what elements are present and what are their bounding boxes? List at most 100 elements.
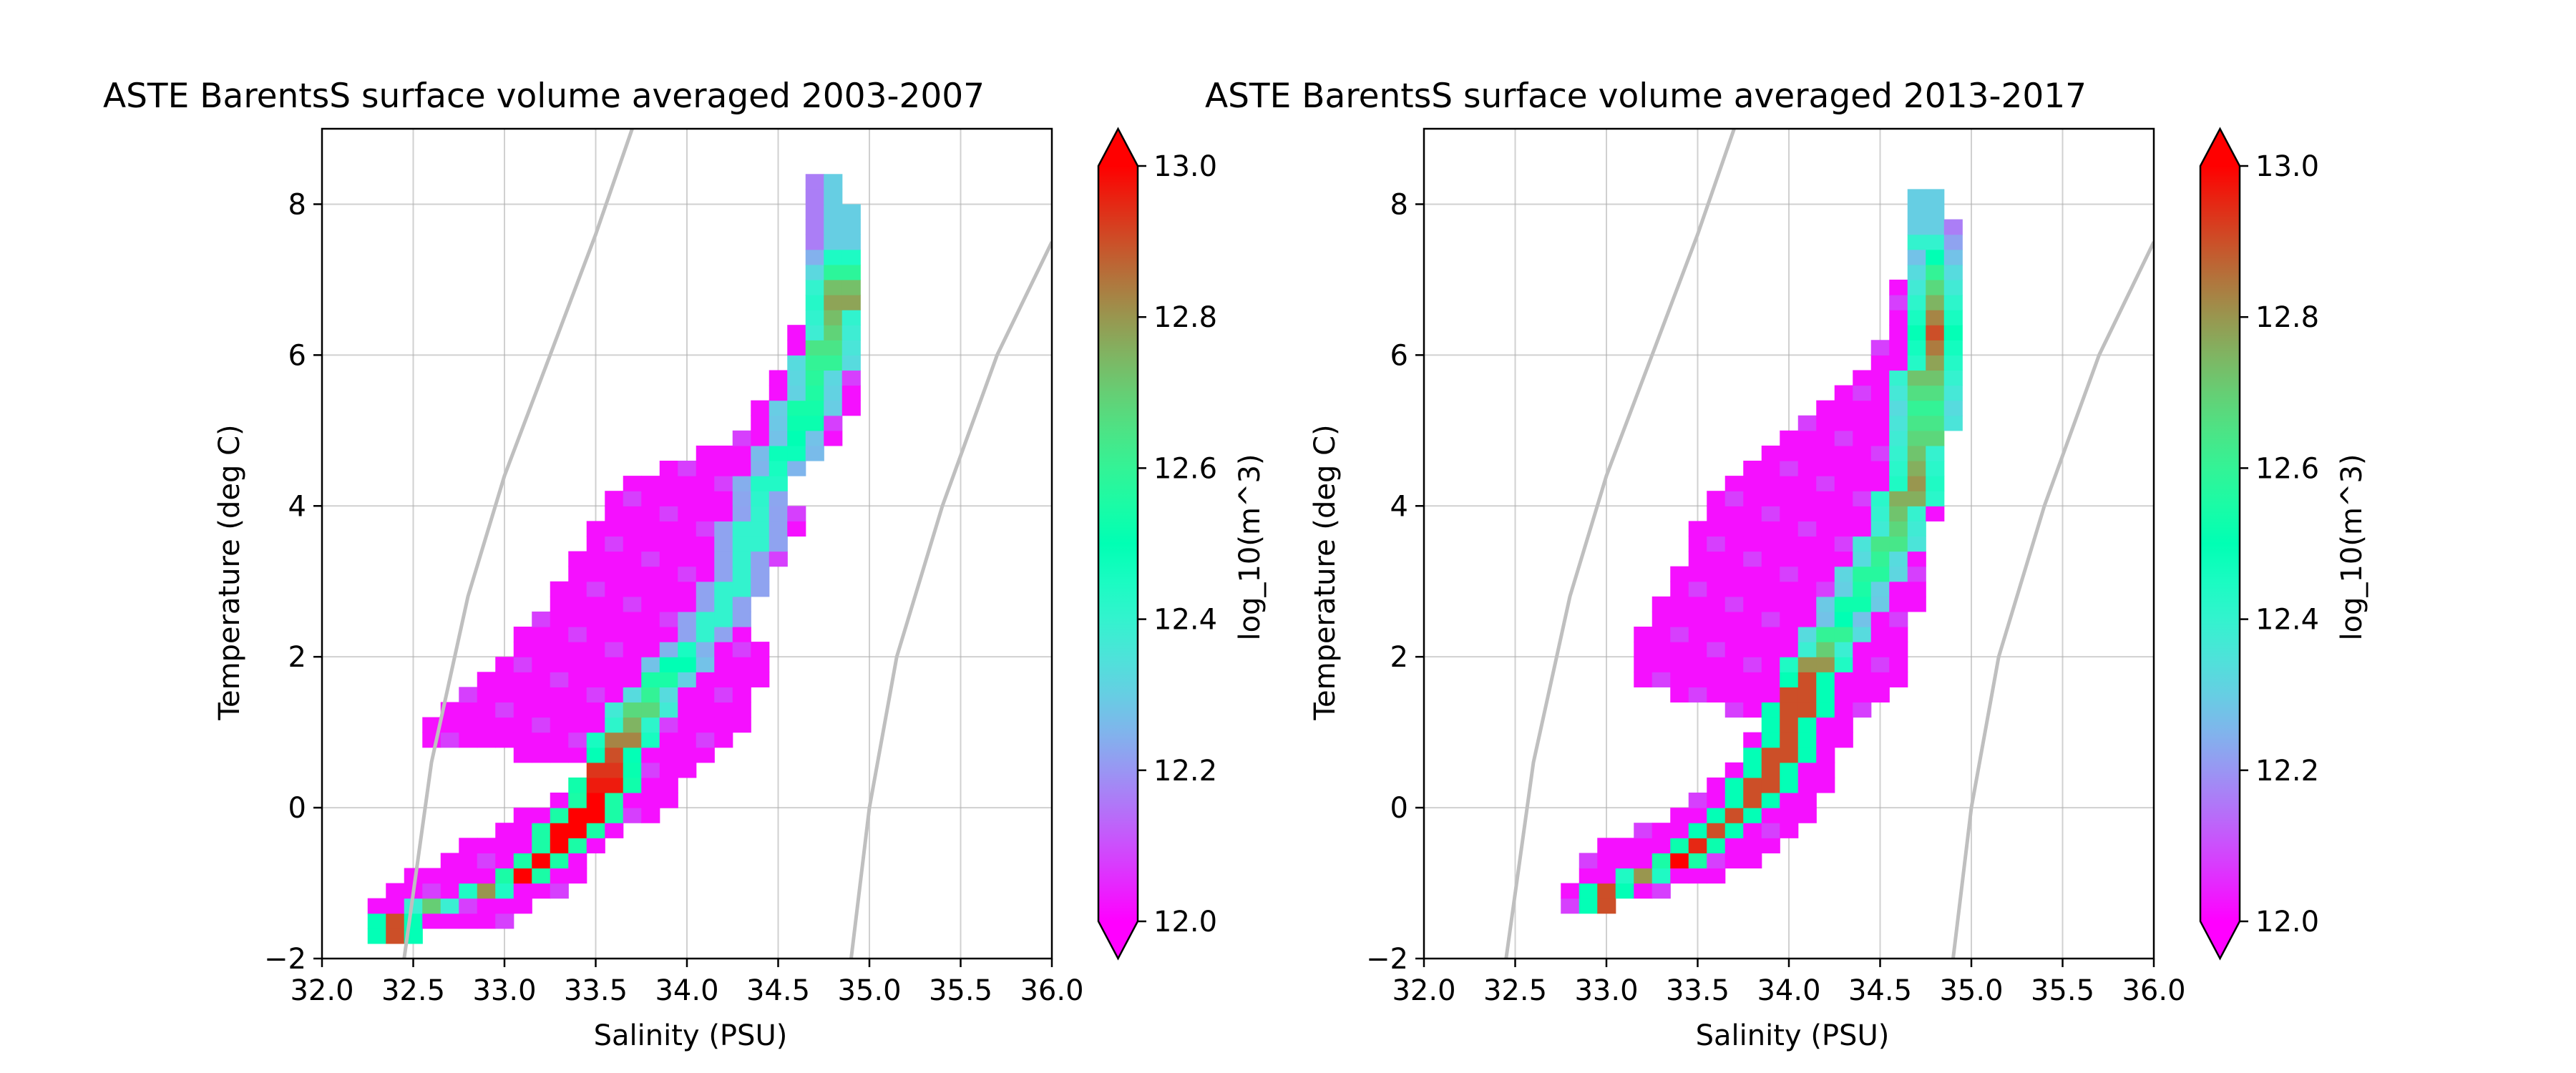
- heatmap-cell: [532, 657, 551, 672]
- heatmap-cell: [513, 853, 532, 869]
- heatmap-cell: [1561, 898, 1580, 914]
- heatmap-cell: [568, 838, 587, 853]
- heatmap-cell: [805, 370, 824, 386]
- y-tick-label: 8: [288, 188, 306, 221]
- heatmap-cell: [440, 883, 459, 899]
- heatmap-cell: [1724, 536, 1744, 552]
- heatmap-cell: [1707, 777, 1726, 793]
- heatmap-cell: [1816, 657, 1835, 672]
- heatmap-cell: [1889, 400, 1908, 416]
- heatmap-cell: [605, 777, 624, 793]
- heatmap-cell: [1780, 611, 1799, 627]
- colorbar: 12.0 12.2 12.4 12.6 12.8 13.0: [1097, 127, 1217, 961]
- heatmap-cell: [532, 853, 551, 869]
- heatmap-cell: [459, 853, 478, 869]
- heatmap-cell: [1926, 340, 1945, 356]
- heatmap-cell: [1889, 279, 1908, 295]
- heatmap-cell: [1853, 476, 1872, 491]
- heatmap-cell: [841, 264, 861, 280]
- heatmap-cell: [495, 823, 514, 838]
- heatmap-cell: [532, 823, 551, 838]
- heatmap-cell: [678, 657, 697, 672]
- heatmap-cell: [605, 611, 624, 627]
- heatmap-cell: [1907, 295, 1926, 310]
- heatmap-cell: [1634, 868, 1653, 884]
- heatmap-cell: [623, 627, 642, 642]
- heatmap-cell: [1889, 340, 1908, 356]
- heatmap-cell: [824, 264, 843, 280]
- x-tick-label: 36.0: [2122, 974, 2185, 1007]
- heatmap-cell: [1834, 732, 1853, 748]
- heatmap-cell: [568, 868, 587, 884]
- heatmap-cell: [714, 581, 733, 597]
- heatmap-cell: [732, 687, 751, 703]
- heatmap-cell: [1780, 596, 1799, 612]
- heatmap-cell: [550, 611, 569, 627]
- heatmap-cell: [477, 687, 496, 703]
- heatmap-cell: [824, 295, 843, 310]
- heatmap-cell: [1797, 476, 1817, 491]
- heatmap-cell: [732, 657, 751, 672]
- heatmap-cell: [1780, 642, 1799, 657]
- heatmap-cell: [1797, 445, 1817, 461]
- heatmap-cell: [732, 717, 751, 733]
- heatmap-cell: [513, 717, 532, 733]
- x-tick-label: 32.5: [1483, 974, 1547, 1007]
- heatmap-cell: [714, 445, 733, 461]
- heatmap-cell: [678, 596, 697, 612]
- heatmap-cell: [495, 657, 514, 672]
- heatmap-cell: [696, 642, 715, 657]
- heatmap-cell: [1743, 762, 1762, 778]
- heatmap-cell: [623, 747, 642, 763]
- heatmap-cell: [1761, 521, 1780, 537]
- heatmap-cell: [1816, 536, 1835, 552]
- heatmap-cell: [1853, 415, 1872, 431]
- heatmap-cell: [623, 672, 642, 687]
- heatmap-cell: [714, 506, 733, 521]
- heatmap-cell: [605, 808, 624, 823]
- heatmap-cell: [1834, 672, 1853, 687]
- heatmap-cell: [824, 325, 843, 340]
- heatmap-cell: [732, 536, 751, 552]
- heatmap-cell: [1907, 461, 1926, 476]
- heatmap-cell: [1870, 581, 1890, 597]
- heatmap-cell: [1870, 657, 1890, 672]
- heatmap-cell: [659, 732, 678, 748]
- heatmap-cell: [1652, 657, 1671, 672]
- heatmap-cell: [1889, 325, 1908, 340]
- heatmap-cell: [841, 204, 861, 220]
- y-axis-label: Temperature (deg C): [1309, 424, 1342, 720]
- heatmap-cell: [1853, 642, 1872, 657]
- heatmap-cell: [769, 521, 788, 537]
- heatmap-cell: [732, 461, 751, 476]
- heatmap-cell: [1707, 506, 1726, 521]
- heatmap-cell: [1797, 702, 1817, 718]
- heatmap-cell: [1707, 642, 1726, 657]
- heatmap-cell: [568, 596, 587, 612]
- heatmap-cell: [1834, 657, 1853, 672]
- heatmap-cell: [605, 823, 624, 838]
- x-axis-label: Salinity (PSU): [594, 1019, 788, 1052]
- heatmap-cell: [714, 672, 733, 687]
- colorbar-tick-label: 12.6: [1153, 452, 1217, 485]
- x-tick-label: 35.5: [929, 974, 992, 1007]
- heatmap-cell: [586, 642, 605, 657]
- heatmap-cell: [1926, 355, 1945, 371]
- heatmap-cell: [1652, 596, 1671, 612]
- heatmap-cell: [1834, 687, 1853, 703]
- heatmap-cell: [1870, 491, 1890, 506]
- heatmap-cell: [1816, 445, 1835, 461]
- heatmap-cell: [732, 627, 751, 642]
- heatmap-cell: [1853, 596, 1872, 612]
- heatmap-cell: [659, 762, 678, 778]
- heatmap-cell: [1743, 793, 1762, 808]
- heatmap-cell: [550, 793, 569, 808]
- x-tick-label: 36.0: [1020, 974, 1083, 1007]
- heatmap-cell: [1870, 627, 1890, 642]
- heatmap-cell: [1597, 868, 1616, 884]
- heatmap-cell: [805, 340, 824, 356]
- heatmap-cell: [1707, 838, 1726, 853]
- heatmap-cell: [1907, 491, 1926, 506]
- heatmap-cell: [1761, 747, 1780, 763]
- heatmap-cell: [623, 717, 642, 733]
